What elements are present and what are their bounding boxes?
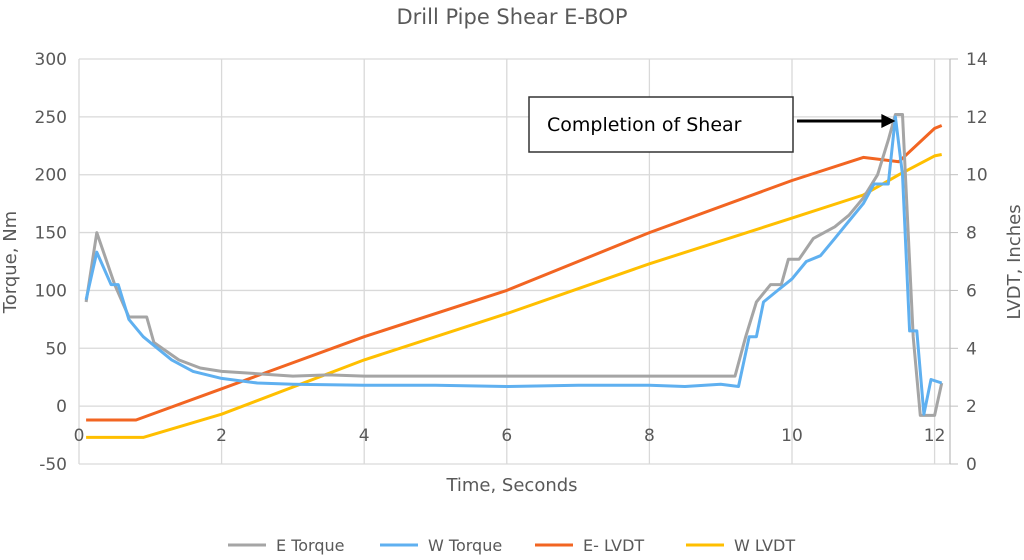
legend-item: W LVDT [686, 536, 795, 555]
legend-label: E- LVDT [583, 536, 644, 555]
legend-label: W Torque [428, 536, 502, 555]
x-tick-label: 4 [359, 426, 370, 446]
x-axis-label: Time, Seconds [445, 475, 577, 496]
y2-tick-label: 8 [966, 224, 977, 244]
y2-tick-label: 2 [966, 397, 977, 417]
series-line-w-torque [84, 115, 943, 416]
x-tick-label: 0 [74, 426, 85, 446]
series-line-w-lvdt [86, 153, 942, 439]
y2-tick-label: 10 [966, 166, 988, 186]
y2-tick-label: 4 [966, 339, 977, 359]
x-tick-label: 12 [924, 426, 946, 446]
series-lines [84, 113, 944, 439]
series-line-e-lvdt [86, 124, 943, 422]
x-tick-label: 2 [216, 426, 227, 446]
x-tick-label: 10 [781, 426, 803, 446]
annotation-box [528, 96, 794, 153]
y2-tick-label: 0 [966, 455, 977, 475]
annotation-text: Completion of Shear [547, 114, 742, 136]
y2-axis-label: LVDT, Inches [1004, 204, 1024, 319]
legend-item: E- LVDT [535, 536, 644, 555]
x-tick-label: 6 [501, 426, 512, 446]
gridlines [78, 58, 958, 465]
y2-tick-label: 14 [966, 50, 988, 70]
y-tick-label: 300 [35, 50, 67, 70]
legend-label: W LVDT [734, 536, 795, 555]
y2-tick-label: 12 [966, 108, 988, 128]
y-tick-label: -50 [39, 455, 67, 475]
y-tick-label: 50 [45, 339, 67, 359]
arrow-head-icon [881, 114, 896, 128]
y-tick-label: 150 [35, 224, 67, 244]
y2-tick-label: 6 [966, 281, 977, 301]
annotation: Completion of Shear [528, 96, 896, 153]
y-axis-label: Torque, Nm [0, 211, 21, 314]
y-tick-label: 200 [35, 166, 67, 186]
x-tick-label: 8 [644, 426, 655, 446]
legend-label: E Torque [276, 536, 344, 555]
chart-title: Drill Pipe Shear E-BOP [396, 5, 627, 29]
y-tick-label: 0 [56, 397, 67, 417]
legend-item: W Torque [380, 536, 502, 555]
legend: E Torque W Torque E- LVDT W LVDT [228, 536, 795, 555]
legend-item: E Torque [228, 536, 344, 555]
y-tick-label: 100 [35, 281, 67, 301]
y-tick-label: 250 [35, 108, 67, 128]
series-line-e-torque [84, 113, 944, 417]
